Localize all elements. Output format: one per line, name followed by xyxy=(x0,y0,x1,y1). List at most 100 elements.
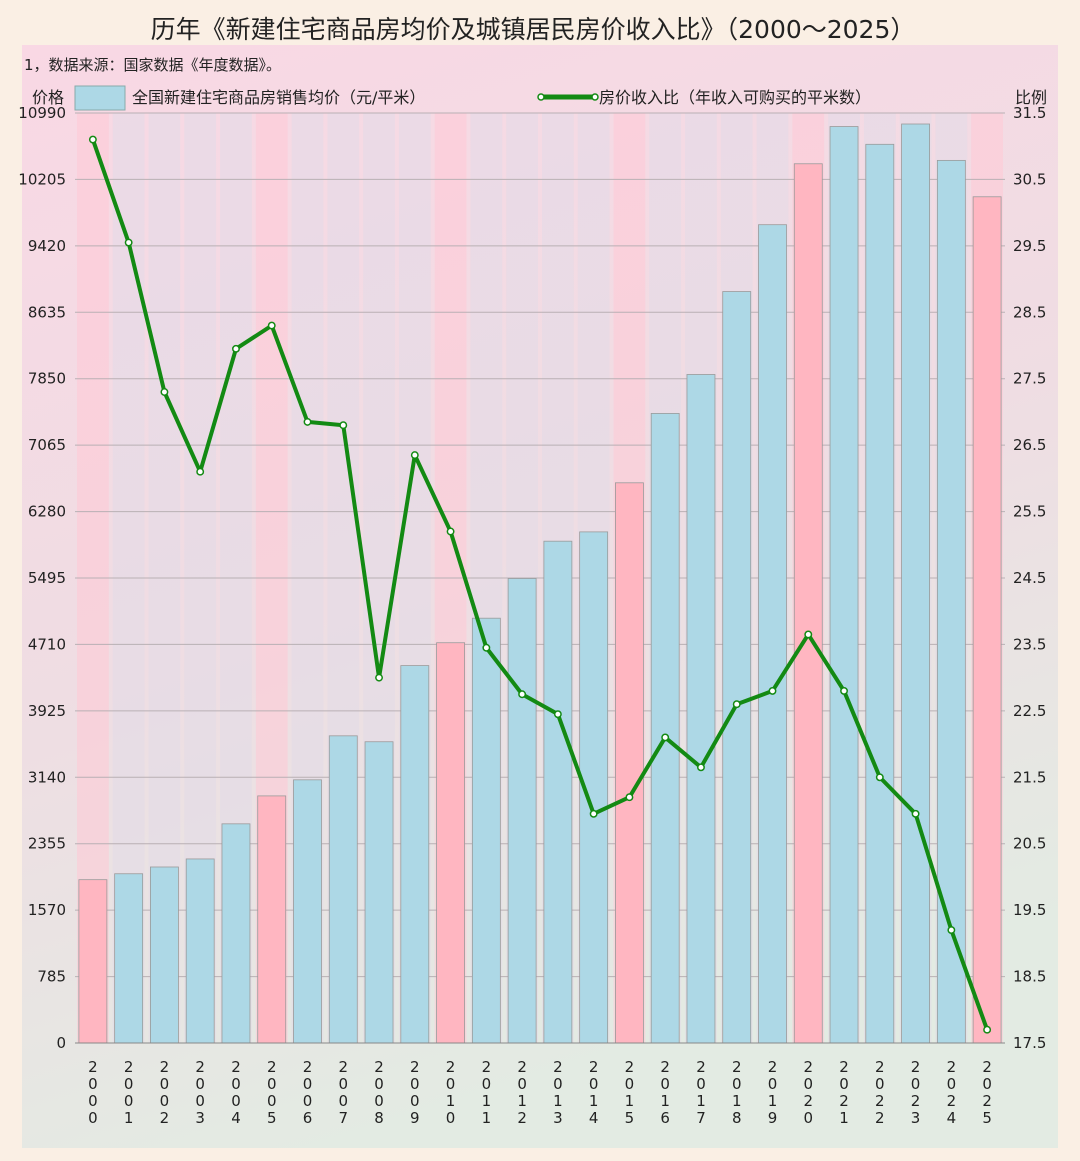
bar-2002 xyxy=(150,866,179,1044)
x-tick-label-2016: 6 xyxy=(660,1109,670,1127)
x-tick-label-2013: 0 xyxy=(553,1075,563,1093)
x-tick-label-2018: 8 xyxy=(732,1109,742,1127)
x-tick-label-2006: 2 xyxy=(303,1058,313,1076)
y-right-tick-label: 21.5 xyxy=(1013,768,1046,786)
x-tick-label-2001: 0 xyxy=(124,1092,134,1110)
x-tick-label-2025: 5 xyxy=(982,1109,992,1127)
x-tick-label-2002: 0 xyxy=(160,1075,170,1093)
bar-2000 xyxy=(78,879,108,1044)
y-left-tick-label: 5495 xyxy=(28,569,66,587)
x-tick-label-2013: 1 xyxy=(553,1092,563,1110)
y-right-tick-label: 26.5 xyxy=(1013,436,1046,454)
x-tick-label-2021: 2 xyxy=(839,1092,849,1110)
x-tick-label-2005: 0 xyxy=(267,1075,277,1093)
y-left-tick-label: 6280 xyxy=(28,503,66,521)
x-tick-label-2000: 0 xyxy=(88,1109,98,1127)
ratio-point-2005 xyxy=(267,321,276,330)
x-tick-label-2014: 2 xyxy=(589,1058,599,1076)
x-tick-label-2025: 2 xyxy=(982,1092,992,1110)
x-tick-label-2003: 2 xyxy=(195,1058,205,1076)
x-tick-label-2024: 2 xyxy=(947,1058,957,1076)
legend-line-marker xyxy=(591,93,599,101)
x-tick-label-2015: 2 xyxy=(625,1058,635,1076)
x-tick-label-2001: 2 xyxy=(124,1058,134,1076)
x-tick-label-2019: 2 xyxy=(768,1058,778,1076)
bar-2010 xyxy=(436,642,465,1044)
x-tick-label-2003: 0 xyxy=(195,1075,205,1093)
y-left-tick-label: 785 xyxy=(37,968,66,986)
ratio-point-2008 xyxy=(375,673,383,682)
ratio-point-2012 xyxy=(518,690,527,699)
x-tick-label-2008: 0 xyxy=(374,1075,384,1093)
y-left-tick-label: 0 xyxy=(56,1034,66,1052)
bar-2004 xyxy=(221,823,251,1044)
y-right-tick-label: 19.5 xyxy=(1013,901,1046,919)
y-left-tick-label: 9420 xyxy=(28,237,66,255)
x-tick-label-2025: 0 xyxy=(982,1075,992,1093)
y-right-tick-label: 17.5 xyxy=(1013,1034,1046,1052)
y-right-tick-label: 20.5 xyxy=(1013,835,1046,853)
x-tick-label-2004: 0 xyxy=(231,1075,241,1093)
y-right-tick-label: 29.5 xyxy=(1013,237,1046,255)
y-left-tick-label: 10205 xyxy=(18,170,66,188)
x-tick-label-2022: 2 xyxy=(875,1109,885,1127)
legend-line-label: 房价收入比（年收入可购买的平米数） xyxy=(599,88,871,107)
ratio-point-2010 xyxy=(446,527,455,536)
x-tick-label-2016: 0 xyxy=(660,1075,670,1093)
x-tick-label-2005: 2 xyxy=(267,1058,277,1076)
x-tick-label-2012: 2 xyxy=(517,1109,527,1127)
x-tick-label-2017: 0 xyxy=(696,1075,706,1093)
x-tick-label-2020: 2 xyxy=(803,1092,813,1110)
bar-2011 xyxy=(471,617,501,1044)
ratio-point-2000 xyxy=(88,135,97,144)
ratio-point-2021 xyxy=(840,686,848,695)
x-tick-label-2003: 3 xyxy=(195,1109,205,1127)
x-tick-label-2011: 0 xyxy=(482,1075,492,1093)
x-tick-label-2000: 0 xyxy=(88,1092,98,1110)
x-tick-label-2004: 0 xyxy=(231,1092,241,1110)
x-tick-label-2024: 0 xyxy=(947,1075,957,1093)
x-tick-label-2022: 2 xyxy=(875,1092,885,1110)
x-tick-label-2008: 2 xyxy=(374,1058,384,1076)
x-tick-label-2019: 9 xyxy=(768,1109,778,1127)
ratio-point-2025 xyxy=(983,1025,992,1034)
ratio-point-2011 xyxy=(482,643,491,652)
x-tick-label-2021: 0 xyxy=(839,1075,849,1093)
y-left-label: 价格 xyxy=(32,88,64,107)
x-tick-label-2011: 2 xyxy=(482,1058,492,1076)
x-tick-label-2012: 2 xyxy=(517,1058,527,1076)
x-tick-label-2009: 9 xyxy=(410,1109,420,1127)
y-left-tick-label: 10990 xyxy=(18,104,66,122)
x-tick-label-2002: 0 xyxy=(160,1092,170,1110)
x-tick-label-2019: 1 xyxy=(768,1092,778,1110)
x-tick-label-2012: 0 xyxy=(517,1075,527,1093)
bar-2001 xyxy=(114,873,144,1044)
chart-title: 历年《新建住宅商品房均价及城镇居民房价收入比》（2000～2025） xyxy=(151,15,916,44)
x-tick-label-2017: 1 xyxy=(696,1092,706,1110)
x-tick-label-2012: 1 xyxy=(517,1092,527,1110)
y-right-tick-label: 30.5 xyxy=(1013,170,1046,188)
x-tick-label-2017: 2 xyxy=(696,1058,706,1076)
legend: 全国新建住宅商品房销售均价（元/平米） 房价收入比（年收入可购买的平米数） xyxy=(74,85,871,111)
ratio-point-2022 xyxy=(875,773,884,782)
y-left-tick-label: 7850 xyxy=(28,370,66,388)
bar-2009 xyxy=(400,665,430,1044)
x-tick-label-2009: 0 xyxy=(410,1092,420,1110)
ratio-point-2004 xyxy=(232,344,240,353)
x-tick-label-2013: 3 xyxy=(553,1109,563,1127)
x-tick-label-2024: 4 xyxy=(947,1109,957,1127)
x-tick-label-2006: 0 xyxy=(303,1075,313,1093)
ratio-point-2009 xyxy=(410,451,419,460)
bar-2015 xyxy=(615,482,644,1044)
x-tick-label-2000: 0 xyxy=(88,1075,98,1093)
legend-bar-label: 全国新建住宅商品房销售均价（元/平米） xyxy=(132,88,425,107)
x-tick-label-2003: 0 xyxy=(195,1092,205,1110)
ratio-point-2006 xyxy=(303,417,312,426)
ratio-point-2014 xyxy=(589,809,598,818)
x-tick-label-2006: 0 xyxy=(303,1092,313,1110)
x-tick-label-2011: 1 xyxy=(482,1109,492,1127)
x-tick-label-2023: 3 xyxy=(911,1109,921,1127)
bar-2012 xyxy=(507,578,537,1044)
bar-2017 xyxy=(686,374,716,1044)
ratio-point-2015 xyxy=(625,793,634,802)
